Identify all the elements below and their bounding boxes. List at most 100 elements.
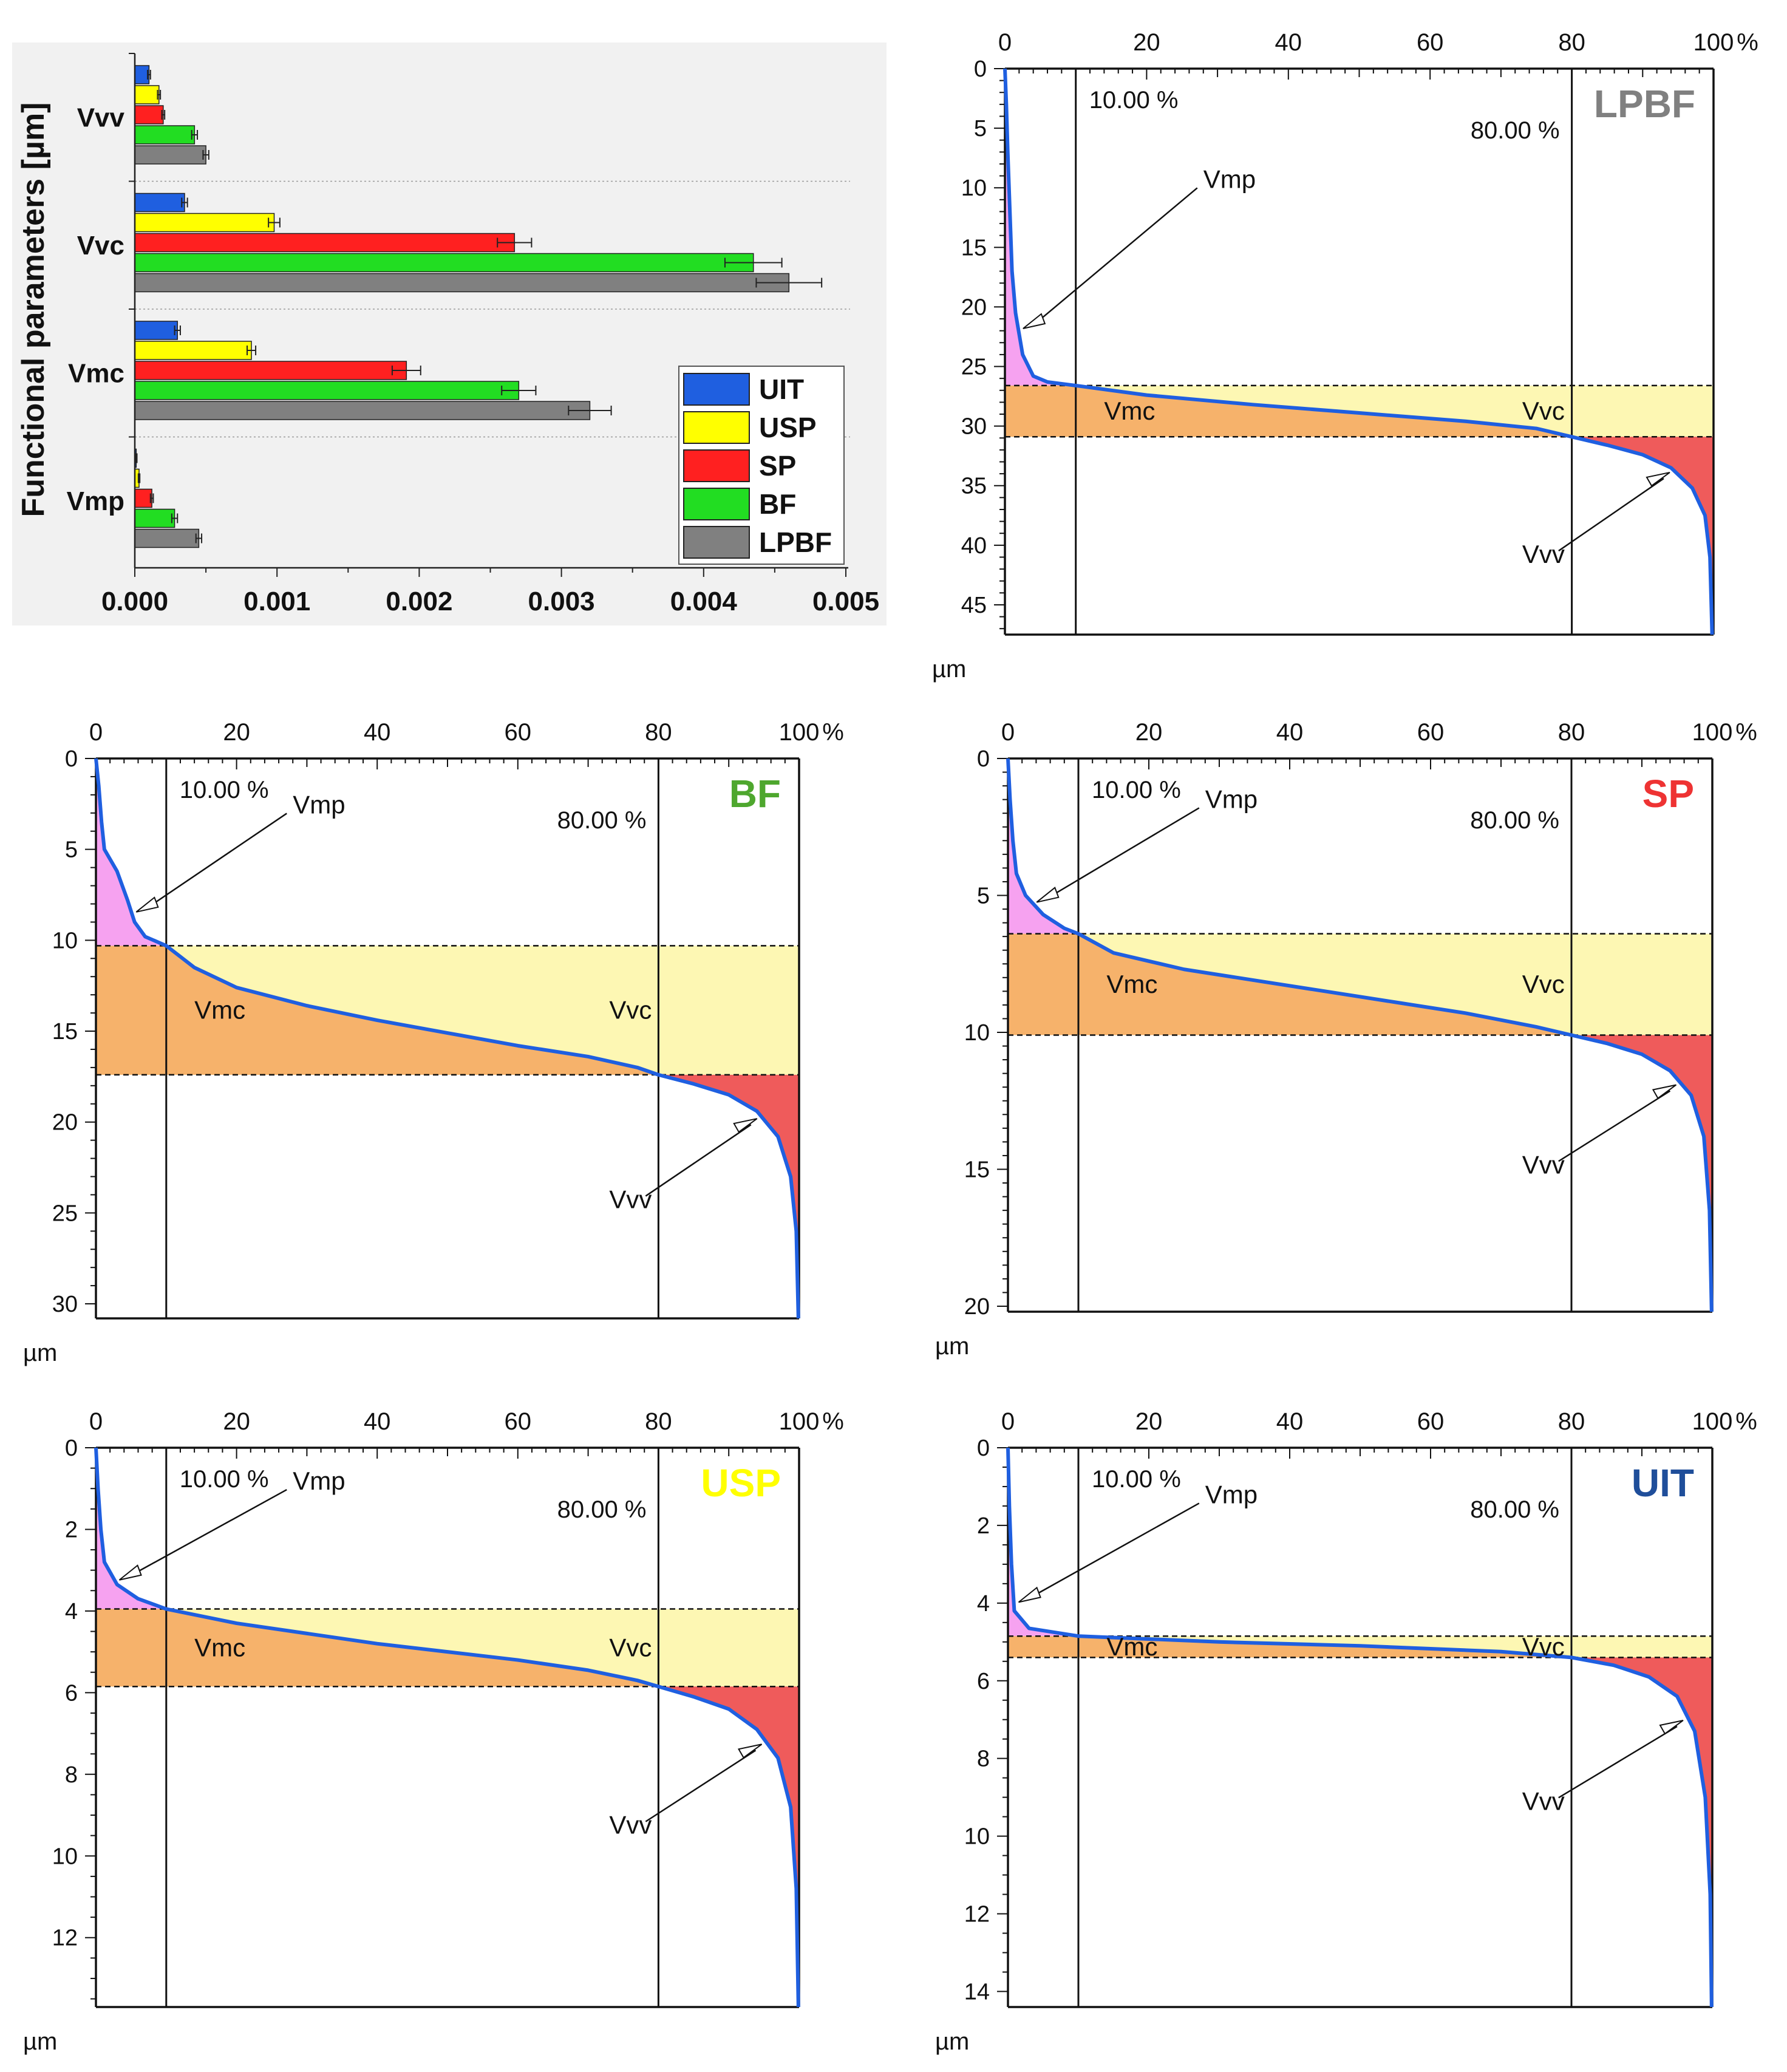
- y-tick-label: 15: [964, 1157, 990, 1182]
- y-tick-label: 30: [961, 414, 987, 440]
- bar-lpbf-vmp: [134, 528, 200, 548]
- sample-title: LPBF: [1594, 82, 1695, 126]
- y-tick-label: 5: [974, 116, 987, 141]
- vvc-label: Vvc: [1522, 1632, 1565, 1661]
- category-label-vmp: Vmp: [67, 486, 124, 516]
- x-tick-label: 40: [1276, 1408, 1304, 1435]
- y-unit-label: µm: [935, 2028, 969, 2055]
- vmp-region: [1005, 69, 1076, 386]
- y-tick-label: 8: [65, 1762, 78, 1788]
- y-unit-label: µm: [935, 1333, 969, 1360]
- x-tick-label: 80: [1558, 719, 1585, 746]
- x-tick-label: 0: [89, 719, 103, 746]
- x-tick-label: 20: [223, 719, 250, 746]
- vvv-arrowhead: [1659, 1720, 1684, 1735]
- y-unit-label: µm: [932, 656, 966, 683]
- x-tick-label: 60: [505, 719, 532, 746]
- vmp-arrowhead: [1023, 313, 1046, 329]
- x-tick-label: 20: [1135, 719, 1163, 746]
- x-tick-label: 40: [1276, 719, 1304, 746]
- x-tick-label: 20: [223, 1408, 250, 1435]
- y-tick-label: 14: [964, 1979, 990, 2005]
- vvv-arrowhead: [1646, 471, 1670, 487]
- x-tick-label: 0.002: [386, 587, 452, 616]
- x-tick-label: 20: [1133, 29, 1160, 56]
- y-tick-label: 10: [964, 1824, 990, 1850]
- sample-title: USP: [701, 1461, 781, 1505]
- y-tick-label: 6: [977, 1669, 990, 1694]
- x-tick-label: 40: [364, 1408, 391, 1435]
- y-tick-label: 4: [977, 1591, 990, 1617]
- x-unit-label: %: [822, 1408, 844, 1435]
- y-tick-label: 0: [977, 746, 990, 772]
- vvc-label: Vvc: [1522, 970, 1565, 998]
- vmc-label: Vmc: [194, 1633, 245, 1661]
- vmc-region: [1008, 1636, 1571, 1658]
- bar-sp-vmc: [134, 361, 407, 380]
- vmp-arrow: [1048, 807, 1200, 898]
- y-tick-label: 10: [961, 176, 987, 201]
- vvv-label: Vvv: [1522, 1150, 1565, 1179]
- vmp-label: Vmp: [1205, 1480, 1258, 1508]
- vvv-arrow: [1558, 1090, 1671, 1162]
- y-tick-label: 10: [52, 928, 78, 953]
- y-tick-label: 0: [977, 1436, 990, 1461]
- x-tick-label: 100: [1692, 1408, 1733, 1435]
- x-tick-label: 80: [1558, 29, 1585, 56]
- mr2-label: 80.00 %: [557, 1496, 647, 1523]
- vmp-arrowhead: [1036, 887, 1060, 903]
- category-label-vmc: Vmc: [68, 358, 124, 388]
- vvc-label: Vvc: [609, 996, 652, 1024]
- vvv-label: Vvv: [609, 1811, 652, 1839]
- mr1-label: 10.00 %: [180, 777, 269, 803]
- mr1-label: 10.00 %: [1089, 87, 1179, 114]
- y-tick-label: 0: [65, 746, 78, 772]
- y-tick-label: 10: [964, 1020, 990, 1046]
- x-tick-label: 60: [1417, 1408, 1445, 1435]
- vmc-label: Vmc: [194, 996, 245, 1024]
- vmp-arrow: [148, 813, 287, 908]
- bar-uit-vvc: [134, 193, 185, 213]
- category-label-vvv: Vvv: [77, 103, 125, 132]
- lpbf-material-ratio-chart: 0 20 40 60 80 100 % 0 5 10 15 20 25 30 35 40 45 µm 10.00 %…: [932, 29, 1758, 683]
- y-unit-label: µm: [23, 2028, 57, 2055]
- legend-label-sp: SP: [759, 450, 796, 482]
- vmp-label: Vmp: [1203, 165, 1256, 193]
- vvc-label: Vvc: [609, 1633, 652, 1661]
- bar-sp-vmp: [134, 488, 152, 508]
- vmp-label: Vmp: [293, 790, 345, 819]
- y-tick-label: 5: [977, 883, 990, 908]
- legend-swatch-lpbf: [683, 526, 750, 559]
- vmp-label: Vmp: [293, 1467, 345, 1495]
- bar-uit-vvv: [134, 65, 150, 84]
- x-tick-label: 0.003: [528, 587, 595, 616]
- vmp-label: Vmp: [1205, 785, 1258, 813]
- vmp-region: [1008, 1448, 1078, 1637]
- vmp-arrowhead: [118, 1564, 142, 1581]
- bar-lpbf-vmc: [134, 401, 591, 420]
- vvv-arrowhead: [733, 1118, 758, 1133]
- vmp-arrow: [1030, 1502, 1200, 1598]
- uit-material-ratio-chart: 0 20 40 60 80 100 % 0 2 4 6 8 10 12 14 µm 10.00 % 80.00 %…: [935, 1408, 1757, 2055]
- x-tick-label: 60: [1417, 719, 1445, 746]
- x-tick-label: 100: [1693, 29, 1734, 56]
- vvv-arrow: [645, 1124, 752, 1197]
- x-tick-label: 100: [1692, 719, 1733, 746]
- bar-bf-vvv: [134, 125, 196, 145]
- bar-sp-vvc: [134, 233, 516, 253]
- bearing-area-curve: [1006, 1447, 1714, 2008]
- bar-bf-vvc: [134, 253, 754, 273]
- vvv-label: Vvv: [1522, 540, 1565, 568]
- category-label-vvc: Vvc: [77, 231, 124, 261]
- vvv-label: Vvv: [609, 1185, 652, 1214]
- vvv-arrowhead: [737, 1743, 763, 1759]
- x-tick-label: 80: [1558, 1408, 1585, 1435]
- x-tick-label: 60: [505, 1408, 532, 1435]
- bearing-area-curve: [94, 758, 800, 1319]
- vmp-arrow: [131, 1488, 287, 1576]
- x-tick-label: 0.004: [670, 587, 738, 616]
- x-tick-label: 40: [1275, 29, 1302, 56]
- bf-material-ratio-chart: 0 20 40 60 80 100 % 0 5 10 15 20 25 30 µm 10.00 % 80.00 …: [23, 719, 844, 1366]
- vvv-region: [1571, 437, 1714, 635]
- x-tick-label: 80: [645, 719, 672, 746]
